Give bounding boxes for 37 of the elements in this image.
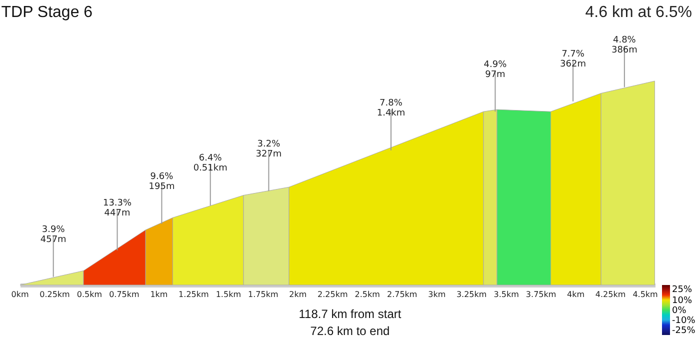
color-bar-label: -25% bbox=[672, 326, 696, 336]
chart-subtitle: 4.6 km at 6.5% bbox=[585, 4, 692, 22]
x-tick-label: 0km bbox=[11, 290, 29, 299]
x-tick-label: 1km bbox=[150, 290, 168, 299]
color-bar-label: 25% bbox=[672, 285, 692, 295]
x-tick-label: 1.5km bbox=[216, 290, 242, 299]
annotation: 9.6% 195m bbox=[148, 172, 175, 192]
x-tick-label: 0.75km bbox=[109, 290, 140, 299]
annotation: 3.2% 327m bbox=[256, 139, 282, 160]
x-tick-label: 3.5km bbox=[494, 290, 520, 299]
x-tick-label: 2km bbox=[289, 290, 307, 299]
x-tick-label: 4.5km bbox=[632, 290, 658, 299]
text: 72.6 km to end bbox=[309, 323, 391, 340]
annotation: 7.8% 1.4km bbox=[376, 98, 406, 119]
annotation: 6.4% 0.51km bbox=[193, 154, 228, 174]
annotation: 7.7% 362m bbox=[560, 50, 586, 70]
annotation: 3.9% 457m bbox=[40, 225, 66, 246]
annotation: 4.9% 97m bbox=[484, 60, 508, 80]
x-tick-label: 0.5km bbox=[76, 290, 102, 299]
x-tick-label: 4.25km bbox=[595, 290, 626, 299]
x-tick-label: 4km bbox=[567, 290, 585, 299]
annotation: 13.3% 447m bbox=[102, 198, 132, 219]
x-tick-label: 0.25km bbox=[40, 290, 70, 299]
x-tick-label: 3.75km bbox=[526, 290, 556, 299]
color-bar-label: 0% bbox=[672, 306, 687, 316]
x-tick-label: 2.25km bbox=[318, 290, 348, 299]
x-tick-label: 2.75km bbox=[386, 290, 418, 299]
chart-title: TDP Stage 6 bbox=[1, 4, 93, 21]
annotation: 4.8% 386m bbox=[611, 35, 638, 56]
x-tick-label: 3km bbox=[428, 290, 446, 299]
x-tick-label: 1.25km bbox=[178, 290, 210, 299]
color-bar-label: -10% bbox=[672, 316, 696, 326]
x-tick-label: 3.25km bbox=[456, 290, 487, 299]
x-tick-label: 2.5km bbox=[354, 290, 380, 299]
x-tick-label: 1.75km bbox=[248, 290, 278, 299]
color-bar-label: 10% bbox=[672, 296, 692, 306]
text: 118.7 km from start bbox=[298, 306, 402, 323]
